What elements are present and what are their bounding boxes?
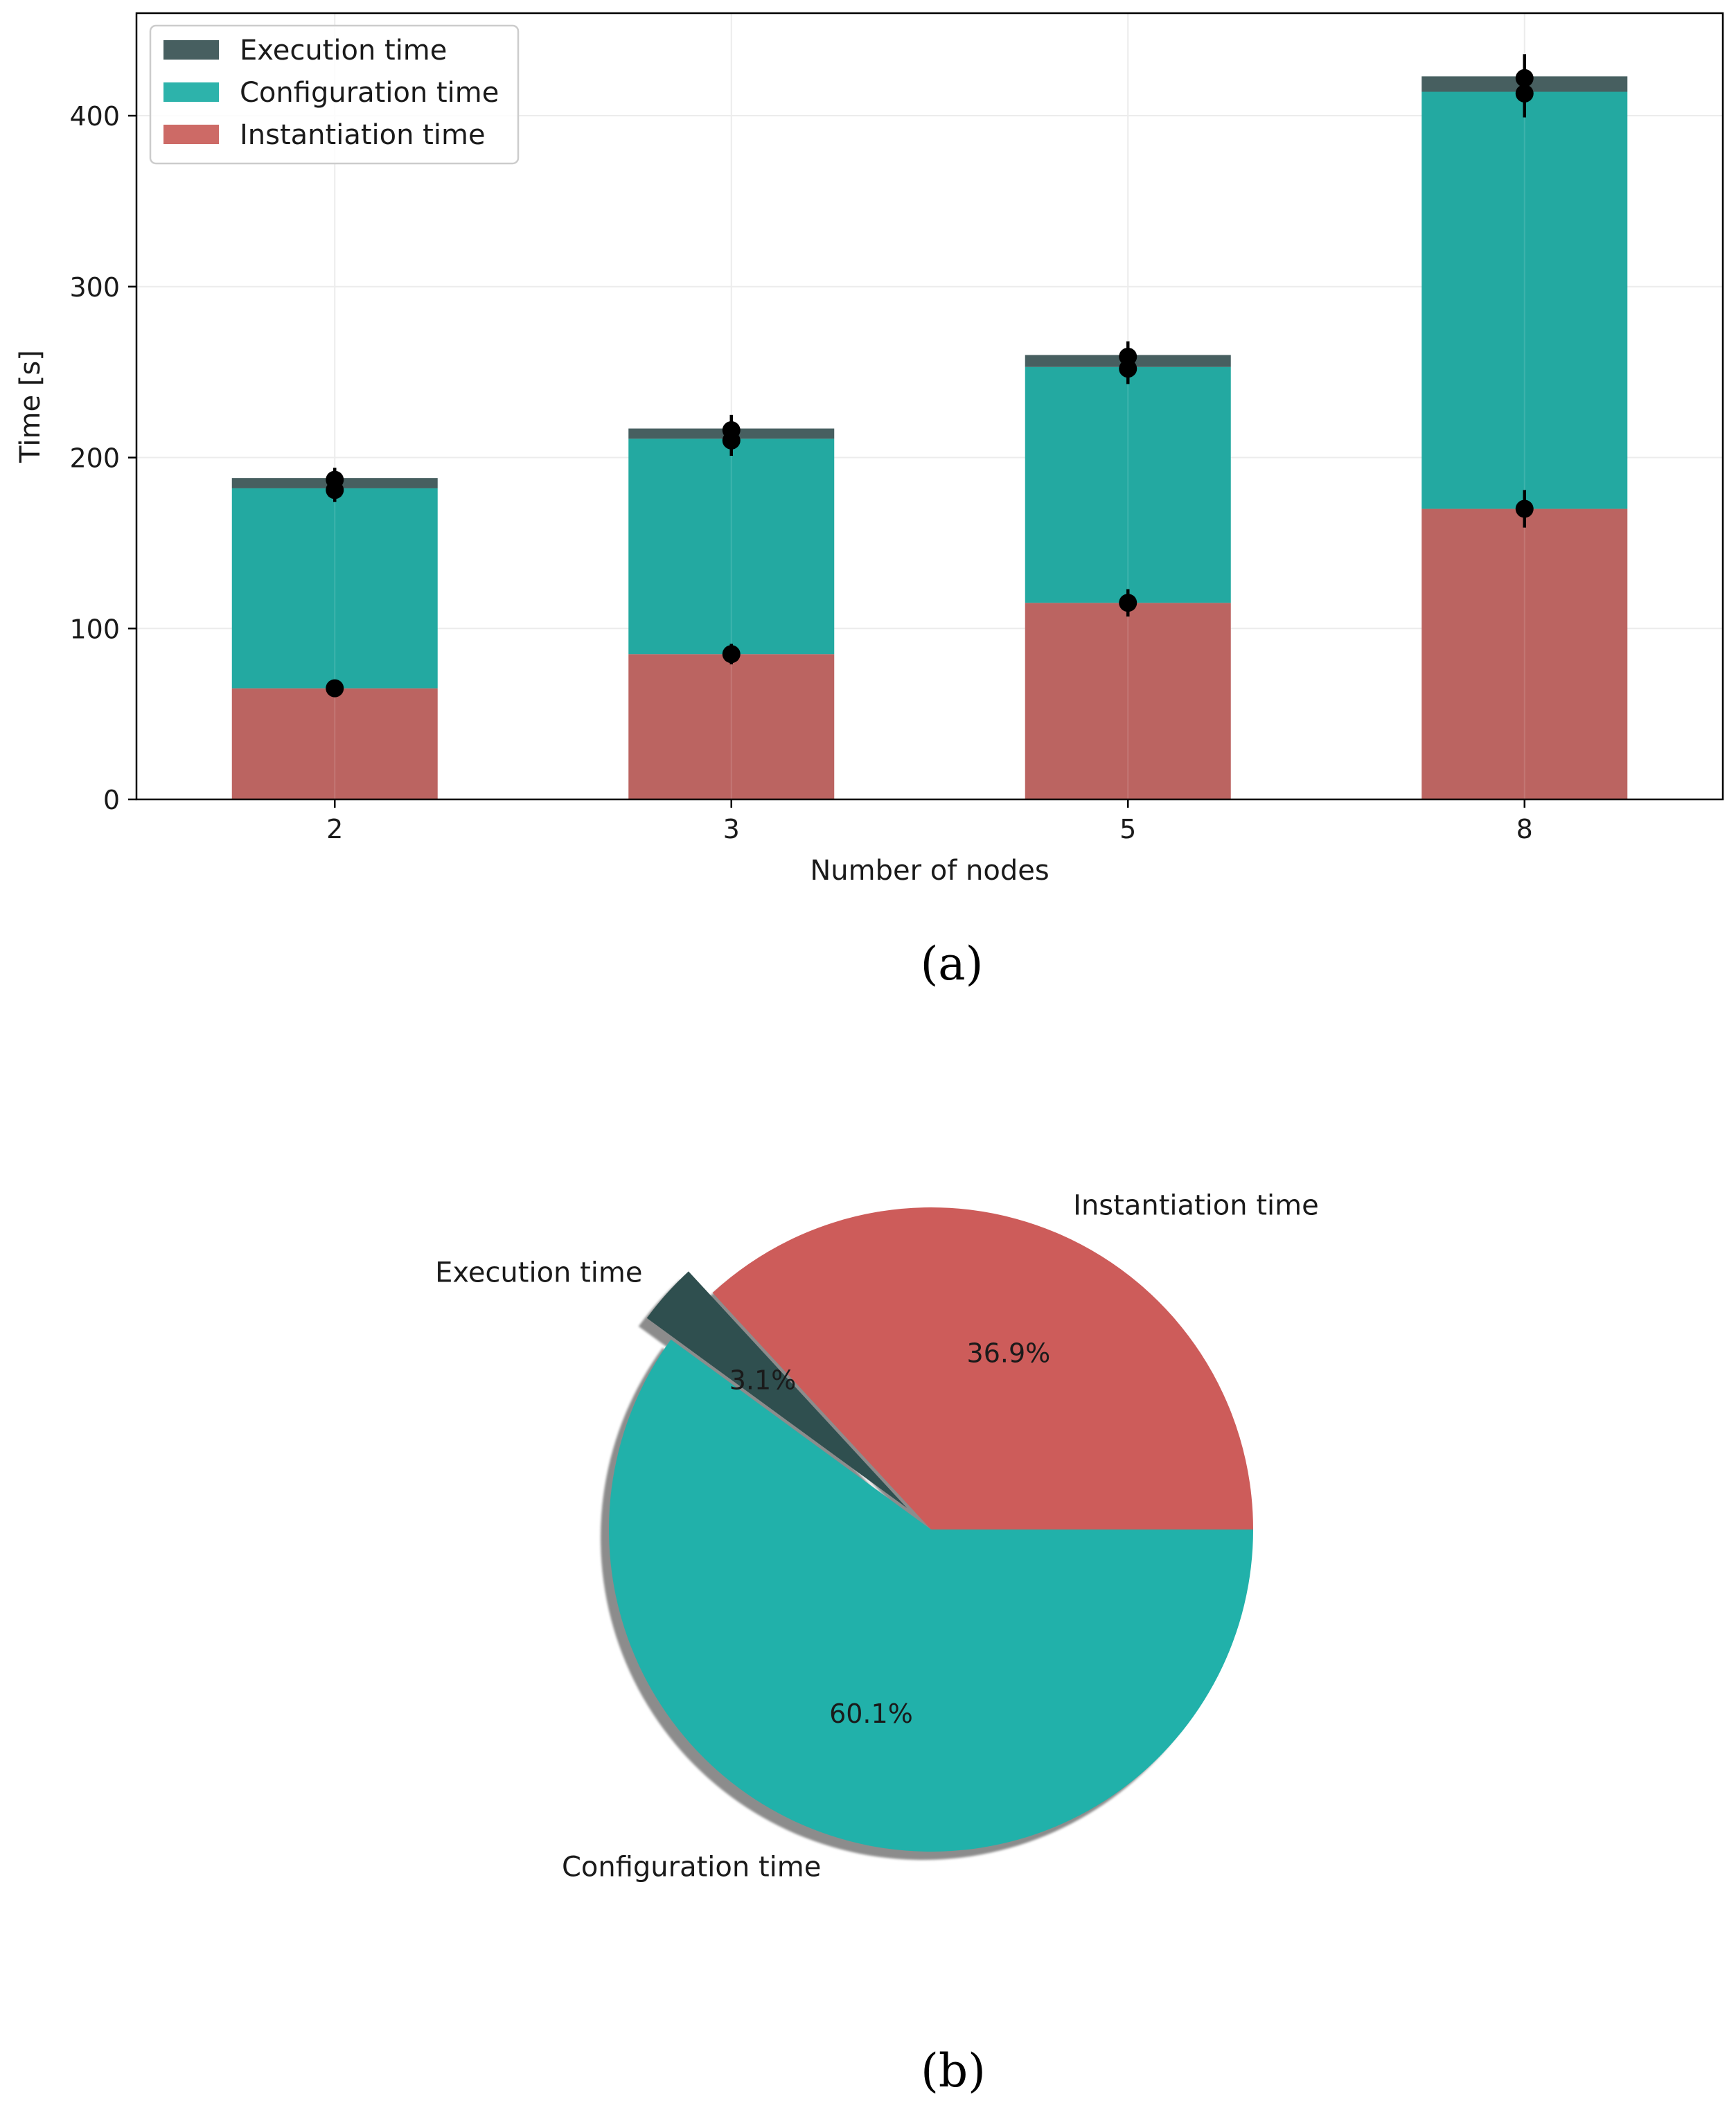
caption-b: (b) (921, 2044, 986, 2098)
error-marker (1119, 347, 1137, 366)
bar-instantiation-time-3 (628, 654, 835, 799)
error-marker (1515, 499, 1534, 518)
pie-pct-label-configuration-time: 60.1% (829, 1699, 913, 1729)
pie-slices (609, 1207, 1253, 1852)
y-tick-label: 0 (103, 785, 120, 815)
x-tick-label: 5 (1119, 814, 1136, 844)
y-axis-label: Time [s] (15, 350, 46, 463)
bar-configuration-time-5 (1025, 366, 1231, 603)
pie-pct-label-instantiation-time: 36.9% (967, 1338, 1051, 1368)
error-marker (326, 470, 344, 489)
legend-swatch-configuration-time (163, 82, 219, 102)
error-marker (722, 645, 741, 664)
legend-label: Instantiation time (240, 119, 486, 151)
caption-a: (a) (921, 937, 984, 991)
pie-chart: 36.9% Instantiation time 3.1% Execution tim… (435, 1189, 1319, 2098)
pie-labels: 36.9% Instantiation time 3.1% Execution tim… (435, 1189, 1319, 1883)
bar-configuration-time-8 (1421, 91, 1628, 509)
error-marker (722, 421, 741, 440)
bar-chart: 0 100 200 300 400 2 3 5 8 Number of nodes Time … (15, 12, 1724, 991)
legend-swatch-execution-time (163, 40, 219, 60)
x-tick-label: 8 (1516, 814, 1533, 844)
bar-instantiation-time-5 (1025, 603, 1231, 799)
pie-slice-instantiation-time (712, 1207, 1253, 1530)
pie-label-execution-time: Execution time (435, 1257, 642, 1289)
x-tick-label: 2 (326, 814, 343, 844)
legend-swatch-instantiation-time (163, 125, 219, 144)
pie-pct-label-execution-time: 3.1% (729, 1365, 797, 1395)
legend-label: Execution time (240, 35, 447, 67)
y-tick-label: 100 (69, 614, 120, 644)
y-axis-ticks: 0 100 200 300 400 (69, 101, 136, 815)
bar-configuration-time-3 (628, 438, 835, 655)
x-tick-label: 3 (723, 814, 740, 844)
bar-configuration-time-2 (231, 488, 438, 689)
pie-slice-execution-time (646, 1271, 907, 1509)
y-tick-label: 300 (69, 272, 120, 303)
error-marker (326, 679, 344, 698)
pie-slice-configuration-time (609, 1339, 1253, 1852)
y-tick-label: 400 (69, 101, 120, 132)
error-marker (1119, 594, 1137, 612)
bar-instantiation-time-8 (1421, 508, 1628, 799)
plot-frame (135, 12, 1724, 801)
bar-instantiation-time-2 (231, 688, 438, 799)
y-tick-label: 200 (69, 443, 120, 474)
x-axis-ticks: 2 3 5 8 (326, 799, 1533, 844)
pie-label-configuration-time: Configuration time (562, 1851, 821, 1883)
legend: Execution time Configuration time Instanti… (149, 24, 520, 165)
legend-label: Configuration time (240, 77, 499, 109)
bars-layer (231, 76, 1628, 799)
pie-label-instantiation-time: Instantiation time (1073, 1189, 1319, 1221)
x-axis-label: Number of nodes (810, 855, 1049, 887)
error-bars-layer (326, 54, 1534, 698)
legend-box (149, 24, 520, 165)
error-marker (1515, 69, 1534, 87)
